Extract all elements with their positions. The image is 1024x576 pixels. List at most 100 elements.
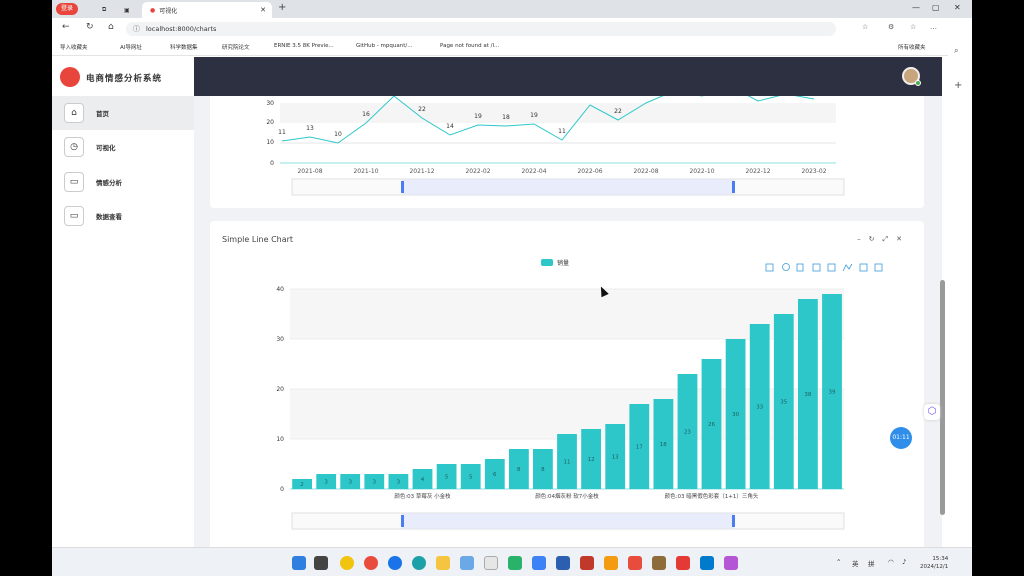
assistant-icon[interactable]: ⬡: [924, 404, 940, 420]
bar[interactable]: [533, 449, 553, 489]
wps-icon[interactable]: [676, 556, 690, 570]
minimize-icon[interactable]: —: [912, 3, 920, 12]
app-icon[interactable]: [652, 556, 666, 570]
bar-type-icon[interactable]: [859, 263, 868, 272]
input-language[interactable]: 英: [852, 560, 859, 568]
reload-icon[interactable]: ↻: [86, 22, 94, 32]
tab-actions-icon[interactable]: ▣: [124, 6, 130, 14]
datazoom-handle[interactable]: [732, 181, 735, 193]
volume-icon[interactable]: ♪: [902, 558, 907, 566]
app-icon[interactable]: [604, 556, 618, 570]
input-method[interactable]: 拼: [868, 560, 875, 568]
bar[interactable]: [364, 474, 385, 489]
bar[interactable]: [557, 434, 577, 489]
bar[interactable]: [460, 464, 481, 489]
line-type-icon[interactable]: [842, 263, 853, 272]
fullscreen-icon[interactable]: ⤢: [882, 235, 897, 243]
profile-button[interactable]: 登录: [56, 3, 79, 15]
new-tab-button[interactable]: +: [278, 2, 287, 13]
app-icon[interactable]: [724, 556, 738, 570]
timer-button[interactable]: 01:11: [890, 427, 912, 449]
bookmark-item[interactable]: 科学数据集: [170, 45, 198, 51]
bar[interactable]: [484, 459, 505, 489]
minimize-card-icon[interactable]: –: [857, 235, 869, 243]
bar[interactable]: [316, 474, 337, 489]
bar[interactable]: [798, 299, 818, 489]
legend-label[interactable]: 销量: [557, 259, 569, 267]
bookmark-item[interactable]: ERNIE 3.5 8K Previe...: [274, 43, 334, 49]
bar[interactable]: [436, 464, 457, 489]
app-icon[interactable]: [484, 556, 498, 570]
app-icon[interactable]: [532, 556, 546, 570]
app-icon[interactable]: [460, 556, 474, 570]
datazoom-handle[interactable]: [732, 515, 735, 527]
sidebar-item-sentiment[interactable]: ▭ 情感分析: [52, 165, 194, 199]
legend-swatch[interactable]: [541, 259, 553, 266]
bar[interactable]: [605, 424, 626, 489]
bar[interactable]: [749, 324, 770, 489]
home-icon[interactable]: ⌂: [108, 22, 114, 32]
bookmark-item[interactable]: 研究院论文: [222, 45, 250, 51]
datazoom-window[interactable]: [402, 179, 734, 195]
zoom-icon[interactable]: [812, 263, 821, 272]
bar[interactable]: [629, 404, 650, 489]
bookmark-item[interactable]: 导入收藏夹: [60, 45, 88, 51]
wechat-icon[interactable]: [508, 556, 522, 570]
bar[interactable]: [509, 449, 529, 489]
start-icon[interactable]: [292, 556, 306, 570]
refresh-icon[interactable]: ↻: [868, 235, 883, 243]
bookmark-folder[interactable]: 所有收藏夹: [898, 45, 926, 51]
more-icon[interactable]: …: [930, 23, 937, 31]
favorites-icon[interactable]: ☆: [910, 23, 917, 31]
bar[interactable]: [581, 429, 601, 489]
tab-charts[interactable]: ● 可视化 ✕: [142, 2, 272, 18]
chrome-icon[interactable]: [364, 556, 378, 570]
app-icon[interactable]: [556, 556, 570, 570]
extensions-icon[interactable]: ⚙: [888, 23, 895, 31]
taskview-icon[interactable]: [314, 556, 328, 570]
data-view-icon[interactable]: [796, 263, 804, 272]
bar[interactable]: [388, 474, 409, 489]
workspaces-icon[interactable]: ⧉: [102, 6, 107, 13]
close-window-icon[interactable]: ✕: [954, 3, 961, 12]
tray-expand-icon[interactable]: ⌃: [836, 558, 842, 566]
close-tab-icon[interactable]: ✕: [260, 6, 266, 14]
bar[interactable]: [340, 474, 361, 489]
datazoom-handle[interactable]: [401, 515, 404, 527]
bookmark-item[interactable]: GitHub - mpquant/...: [356, 43, 413, 49]
add-icon[interactable]: +: [954, 80, 963, 91]
close-card-icon[interactable]: ✕: [896, 235, 910, 243]
vscode-icon[interactable]: [700, 556, 714, 570]
sidebar-item-visualization[interactable]: ◷ 可视化: [52, 130, 194, 164]
app-icon[interactable]: [628, 556, 642, 570]
app-icon[interactable]: [388, 556, 402, 570]
restore-icon[interactable]: [782, 263, 790, 271]
star-icon[interactable]: ☆: [862, 23, 869, 31]
bookmark-item[interactable]: AI导网址: [120, 45, 142, 51]
stack-type-icon[interactable]: [874, 263, 883, 272]
page-scrollbar-thumb[interactable]: [940, 280, 945, 515]
sidebar-item-home[interactable]: ⌂ 首页: [52, 96, 194, 130]
app-icon[interactable]: [340, 556, 354, 570]
bar[interactable]: [653, 399, 674, 489]
clock[interactable]: 15:34 2024/12/1: [920, 555, 948, 571]
sidebar-item-data[interactable]: ▭ 数据查看: [52, 199, 194, 233]
save-image-icon[interactable]: [765, 263, 774, 272]
wifi-icon[interactable]: ◠: [888, 558, 894, 566]
search-icon[interactable]: ⌕: [954, 46, 959, 55]
app-icon[interactable]: [580, 556, 594, 570]
bar[interactable]: [701, 359, 722, 489]
edge-icon[interactable]: [412, 556, 426, 570]
bar[interactable]: [773, 314, 794, 489]
zoom-back-icon[interactable]: [827, 263, 836, 272]
datazoom-window[interactable]: [402, 513, 734, 529]
maximize-icon[interactable]: ▢: [932, 3, 940, 12]
bar[interactable]: [725, 339, 746, 489]
bar[interactable]: [412, 469, 433, 489]
datazoom-handle[interactable]: [401, 181, 404, 193]
bar[interactable]: [292, 479, 312, 489]
bar[interactable]: [677, 374, 698, 489]
bar[interactable]: [822, 294, 842, 489]
folder-icon[interactable]: [436, 556, 450, 570]
url-input[interactable]: ⓘ localhost:8000/charts: [126, 22, 836, 36]
